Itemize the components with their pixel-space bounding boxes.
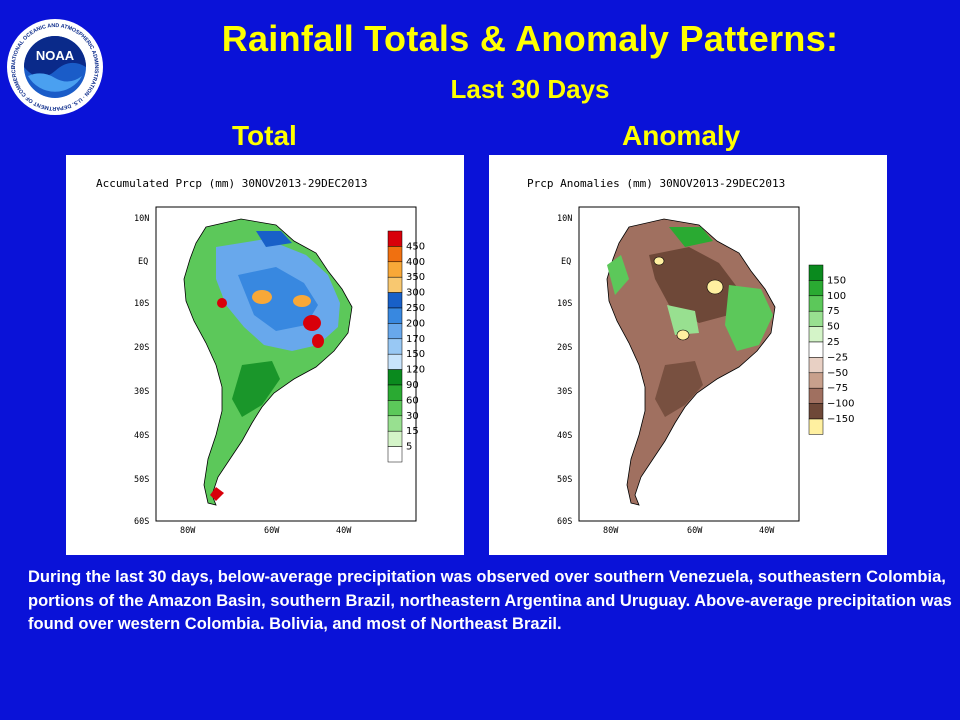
legend-label: 300: [406, 288, 425, 299]
lat-label: 10N: [134, 214, 149, 224]
noaa-logo: NOAA NATIONAL OCEANIC AND ATMOSPHERIC AD…: [6, 4, 104, 130]
legend-swatch: [808, 418, 824, 435]
legend-swatch: [808, 403, 824, 420]
anomaly-map-title: Prcp Anomalies (mm) 30NOV2013-29DEC2013: [527, 177, 785, 190]
legend-swatch: [387, 400, 403, 417]
legend-label: 60: [406, 395, 419, 406]
legend-swatch: [387, 292, 403, 309]
lat-label: 50S: [557, 475, 572, 485]
legend-swatch: [387, 261, 403, 278]
lat-label: 30S: [557, 387, 572, 397]
lat-label: EQ: [561, 257, 571, 267]
legend-label: 50: [827, 322, 840, 333]
anomaly-panel-label: Anomaly: [622, 120, 741, 151]
lon-label: 80W: [180, 526, 196, 536]
lon-label: 40W: [759, 526, 775, 536]
legend-swatch: [387, 246, 403, 263]
legend-label: 400: [406, 257, 425, 268]
legend-label: 90: [406, 380, 419, 391]
legend-swatch: [808, 357, 824, 374]
legend-swatch: [808, 310, 824, 327]
lon-label: 60W: [264, 526, 280, 536]
page-subtitle: Last 30 Days: [450, 74, 610, 104]
legend-swatch: [387, 369, 403, 386]
anomaly-precip-map: Prcp Anomalies (mm) 30NOV2013-29DEC2013 …: [489, 155, 887, 555]
legend-swatch: [387, 415, 403, 432]
legend-label: −50: [827, 368, 848, 379]
legend-swatch: [387, 384, 403, 401]
legend-swatch: [387, 276, 403, 293]
lat-label: 10N: [557, 214, 572, 224]
legend-label: 200: [406, 318, 425, 329]
legend-label: −100: [827, 399, 854, 410]
total-map-title: Accumulated Prcp (mm) 30NOV2013-29DEC201…: [96, 177, 368, 190]
legend-swatch: [387, 307, 403, 324]
lat-label: 10S: [557, 299, 572, 309]
legend-swatch: [387, 338, 403, 355]
legend-swatch: [808, 387, 824, 404]
legend-swatch: [387, 323, 403, 340]
legend-swatch: [387, 353, 403, 370]
anomaly-map-svg: Prcp Anomalies (mm) 30NOV2013-29DEC2013 …: [527, 177, 854, 536]
legend-swatch: [808, 326, 824, 343]
legend-label: −75: [827, 383, 848, 394]
page-title: Rainfall Totals & Anomaly Patterns:: [221, 18, 839, 59]
lon-label: 40W: [336, 526, 352, 536]
lat-label: 10S: [134, 299, 149, 309]
total-panel-label: Total: [232, 120, 297, 151]
lat-label: 20S: [134, 343, 149, 353]
legend-swatch: [387, 430, 403, 447]
total-precip-map: Accumulated Prcp (mm) 30NOV2013-29DEC201…: [66, 155, 464, 555]
anomaly-legend: 150 100 75 50 25 −25 −50 −75 −100 −150: [808, 264, 854, 435]
noaa-logo-text: NOAA: [36, 48, 75, 63]
legend-swatch: [808, 295, 824, 312]
total-map-svg: Accumulated Prcp (mm) 30NOV2013-29DEC201…: [96, 177, 425, 536]
lat-label: EQ: [138, 257, 148, 267]
legend-swatch: [808, 280, 824, 297]
legend-swatch: [808, 264, 824, 281]
lat-label: 50S: [134, 475, 149, 485]
lon-label: 60W: [687, 526, 703, 536]
legend-label: 5: [406, 442, 412, 453]
legend-label: 250: [406, 303, 425, 314]
lat-label: 40S: [134, 431, 149, 441]
legend-label: 120: [406, 365, 425, 376]
lat-label: 30S: [134, 387, 149, 397]
total-legend: 450 400 350 300 250 200 170 150 120 90 60 30 15 5: [387, 230, 425, 463]
legend-label: 150: [827, 275, 846, 286]
legend-swatch: [808, 341, 824, 358]
legend-label: 15: [406, 426, 419, 437]
lat-label: 40S: [557, 431, 572, 441]
lat-label: 60S: [557, 517, 572, 527]
legend-swatch: [387, 230, 403, 247]
lon-label: 80W: [603, 526, 619, 536]
legend-label: 100: [827, 291, 846, 302]
legend-label: 170: [406, 334, 425, 345]
lat-label: 60S: [134, 517, 149, 527]
legend-swatch: [808, 372, 824, 389]
legend-label: 350: [406, 272, 425, 283]
description-text: During the last 30 days, below-average p…: [28, 568, 952, 633]
legend-label: 25: [827, 337, 840, 348]
legend-label: 450: [406, 241, 425, 252]
legend-swatch: [387, 446, 403, 463]
legend-label: 30: [406, 411, 419, 422]
legend-label: 75: [827, 306, 840, 317]
legend-label: −25: [827, 352, 848, 363]
legend-label: −150: [827, 414, 854, 425]
lat-label: 20S: [557, 343, 572, 353]
legend-label: 150: [406, 349, 425, 360]
